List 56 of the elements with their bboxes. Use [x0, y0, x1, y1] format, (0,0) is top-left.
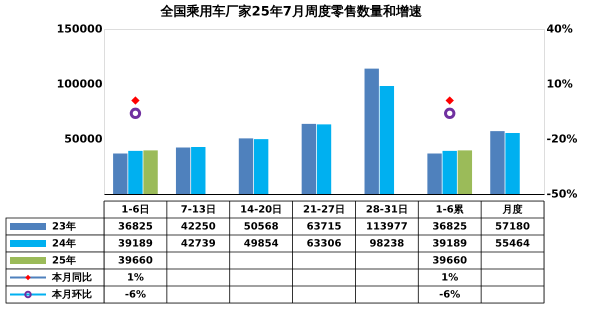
data-label: 57180: [495, 222, 530, 232]
data-label: 42250: [180, 222, 216, 232]
data-label: 63306: [306, 238, 342, 250]
bar: [364, 68, 379, 194]
y2-tick-label: 10%: [546, 78, 573, 90]
bar: [191, 146, 206, 194]
data-label: -6%: [124, 290, 146, 300]
bar: [128, 150, 143, 194]
bar: [254, 139, 268, 194]
bar: [176, 148, 190, 194]
x-tick-label: 21-27日: [303, 204, 345, 216]
y2-tick-label: -20%: [546, 132, 578, 146]
data-label: 113977: [366, 222, 408, 232]
bar: [316, 124, 332, 194]
data-label: 49854: [244, 238, 279, 250]
legend-label: 本月环比: [51, 288, 92, 300]
x-tick-label: 14-20日: [240, 204, 282, 216]
data-label: 1%: [126, 272, 144, 284]
data-label: 50568: [244, 222, 279, 232]
legend-label: 25年: [52, 254, 76, 266]
data-label: 1%: [441, 272, 458, 284]
data-label: 36825: [118, 222, 153, 232]
x-tick-label: 28-31日: [366, 204, 408, 216]
bar: [505, 132, 520, 194]
x-tick-label: 月度: [502, 204, 523, 216]
y2-tick-label: -50%: [546, 188, 578, 200]
legend-label: 24年: [52, 238, 76, 250]
legend-label: 23年: [52, 220, 76, 232]
chart-title: 全国乘用车厂家25年7月周度零售数量和增速: [160, 4, 423, 20]
data-label: -6%: [439, 290, 460, 300]
legend-label: 本月同比: [51, 272, 92, 284]
x-tick-label: 7-13日: [180, 204, 216, 216]
bar: [302, 124, 316, 194]
bar: [490, 131, 505, 194]
x-tick-label: 1-6日: [121, 204, 150, 216]
data-label: 42739: [180, 238, 216, 250]
data-label: 98238: [369, 238, 404, 250]
data-label: 63715: [306, 222, 342, 232]
bar: [442, 150, 457, 194]
y-tick-label: 100000: [56, 78, 103, 90]
y2-tick-label: 40%: [546, 22, 573, 36]
data-label: 39660: [118, 256, 153, 266]
bar: [427, 153, 442, 194]
bar: [380, 86, 394, 194]
y-tick-label: 150000: [56, 22, 103, 36]
data-label: 39189: [118, 238, 153, 250]
bar: [238, 138, 254, 194]
y-tick-label: 50000: [64, 132, 103, 146]
bar: [113, 153, 128, 194]
bar: [458, 150, 472, 194]
data-label: 39189: [432, 238, 468, 250]
data-label: 39660: [432, 256, 468, 266]
x-tick-label: 1-6累: [436, 204, 465, 216]
data-label: 55464: [495, 238, 530, 250]
data-label: 36825: [432, 222, 468, 232]
bar: [143, 150, 158, 194]
